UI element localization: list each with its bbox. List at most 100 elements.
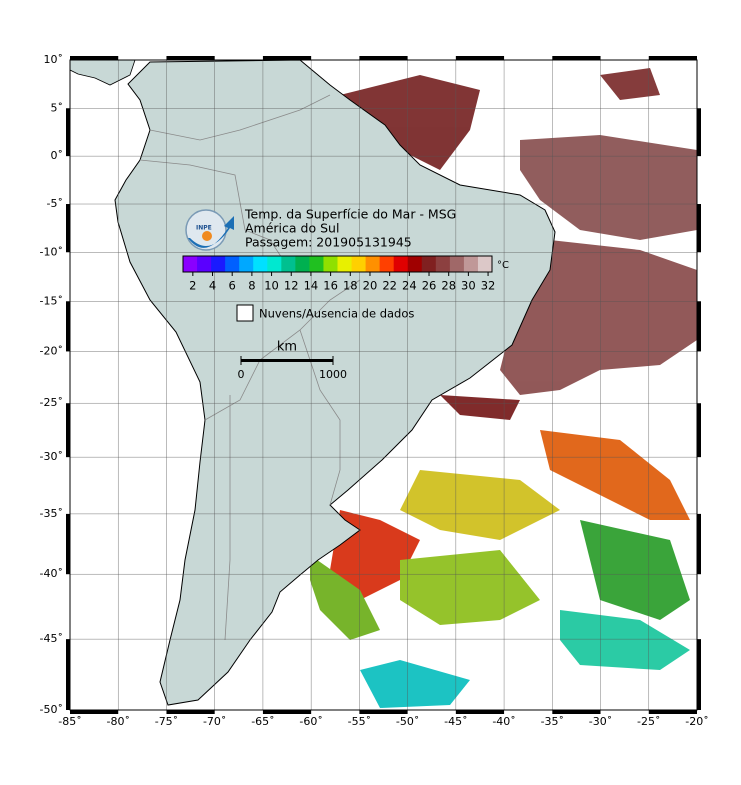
colorbar-tick-label: 22 [382, 279, 397, 293]
frame-bar [697, 403, 701, 458]
lon-tick-label: -20˚ [685, 715, 708, 728]
logo-text: INPE [196, 225, 212, 232]
frame-bar [166, 56, 215, 60]
lat-tick-label: -15˚ [40, 294, 63, 307]
lon-tick-label: -75˚ [155, 715, 178, 728]
sst-patch [580, 520, 690, 620]
colorbar-tick-label: 4 [209, 279, 216, 293]
colorbar-tick-label: 28 [441, 279, 456, 293]
frame-bar [697, 639, 701, 710]
colorbar-frame [182, 255, 493, 273]
colorbar-swatch [393, 256, 409, 272]
colorbar-tick-label: 24 [402, 279, 417, 293]
lat-tick-label: 5˚ [51, 101, 64, 114]
colorbar-swatch [435, 256, 451, 272]
colorbar-swatch [337, 256, 353, 272]
frame-bar [66, 108, 70, 157]
logo-dot [202, 231, 212, 241]
colorbar-tick-label: 10 [264, 279, 279, 293]
lat-tick-label: -25˚ [40, 396, 63, 409]
lat-tick-label: -50˚ [40, 703, 63, 716]
frame-bar [697, 301, 701, 352]
frame-bar [455, 56, 505, 60]
colorbar-swatch [449, 256, 465, 272]
scale-bar-body [241, 359, 333, 362]
sst-patch [400, 550, 540, 625]
lon-tick-label: -25˚ [637, 715, 660, 728]
colorbar-tick-label: 12 [284, 279, 299, 293]
lat-tick-label: -30˚ [40, 450, 63, 463]
colorbar-swatch [309, 256, 324, 272]
sst-patch [600, 68, 660, 100]
frame-bar [697, 204, 701, 253]
frame-bar [359, 56, 408, 60]
colorbar-swatch [323, 256, 338, 272]
legend-swatch [236, 304, 254, 322]
sst-patch [440, 395, 520, 420]
lat-tick-label: -35˚ [40, 507, 63, 520]
colorbar-tick-label: 2 [189, 279, 196, 293]
colorbar-swatch [365, 256, 381, 272]
colorbar-tick-label: 20 [363, 279, 378, 293]
colorbar-tick-label: 18 [343, 279, 358, 293]
colorbar-swatch [225, 256, 240, 272]
colorbar-swatch [211, 256, 226, 272]
scale-bar-label: 0 [238, 368, 245, 381]
sst-patches [310, 68, 697, 708]
colorbar-swatch [477, 256, 493, 272]
south-america [114, 60, 556, 706]
frame-bar [66, 204, 70, 253]
scale-bar: km 0 1000 [238, 340, 348, 382]
colorbar-swatch [295, 256, 310, 272]
frame-bars [66, 56, 701, 714]
region-label: América do Sul [245, 221, 339, 236]
sst-patch [400, 470, 560, 540]
colorbar-tick-label: 14 [304, 279, 319, 293]
title-block: Temp. da Superfície do Mar - MSG América… [244, 207, 456, 250]
map-body [70, 60, 697, 710]
colorbar-swatch [421, 256, 437, 272]
frame-bar [552, 710, 601, 714]
colorbar-swatch [253, 256, 268, 272]
frame-bar [66, 513, 70, 575]
colorbar-swatch [281, 256, 296, 272]
lat-tick-label: 0˚ [51, 149, 64, 162]
frame-bar [697, 108, 701, 157]
sst-patch [520, 135, 697, 240]
colorbar: 2 4 6 8 10 12 14 16 18 20 22 24 26 28 30 32 [182, 255, 495, 293]
tick-labels: -85˚ -80˚ -75˚ -70˚ -65˚ -60˚ -55˚ -50˚ -45˚ -40˚… [40, 53, 709, 728]
lon-tick-label: -50˚ [396, 715, 419, 728]
lon-tick-label: -45˚ [444, 715, 467, 728]
frame-bar [262, 710, 312, 714]
colorbar-swatch [463, 256, 479, 272]
map-title: Temp. da Superfície do Mar - MSG [244, 207, 456, 222]
frame-bar [552, 56, 601, 60]
lon-tick-label: -35˚ [541, 715, 564, 728]
scale-bar-unit: km [277, 340, 297, 355]
colorbar-tick-label: 26 [422, 279, 437, 293]
lat-tick-label: 10˚ [44, 53, 64, 66]
pass-label: Passagem: 201905131945 [245, 235, 412, 250]
colorbar-unit: °C [497, 260, 509, 271]
lon-tick-label: -65˚ [251, 715, 274, 728]
colorbar-swatch [239, 256, 254, 272]
sst-patch [500, 240, 697, 395]
lon-tick-label: -60˚ [299, 715, 322, 728]
legend-label: Nuvens/Ausencia de dados [259, 307, 414, 321]
colorbar-swatch [267, 256, 282, 272]
lon-tick-label: -70˚ [203, 715, 226, 728]
lon-tick-label: -55˚ [348, 715, 371, 728]
logo-globe [185, 209, 227, 251]
sst-patch [560, 610, 690, 670]
scale-bar-label: 1000 [319, 368, 347, 381]
sst-patch [340, 75, 480, 170]
logo: INPE [185, 209, 234, 251]
colorbar-swatch [183, 256, 198, 272]
lat-tick-label: -20˚ [40, 344, 63, 357]
frame-bar [70, 56, 119, 60]
sst-patch [360, 660, 470, 708]
frame-bar [66, 639, 70, 710]
lat-tick-label: -45˚ [40, 632, 63, 645]
border [149, 94, 331, 141]
lat-tick-label: -5˚ [47, 197, 63, 210]
